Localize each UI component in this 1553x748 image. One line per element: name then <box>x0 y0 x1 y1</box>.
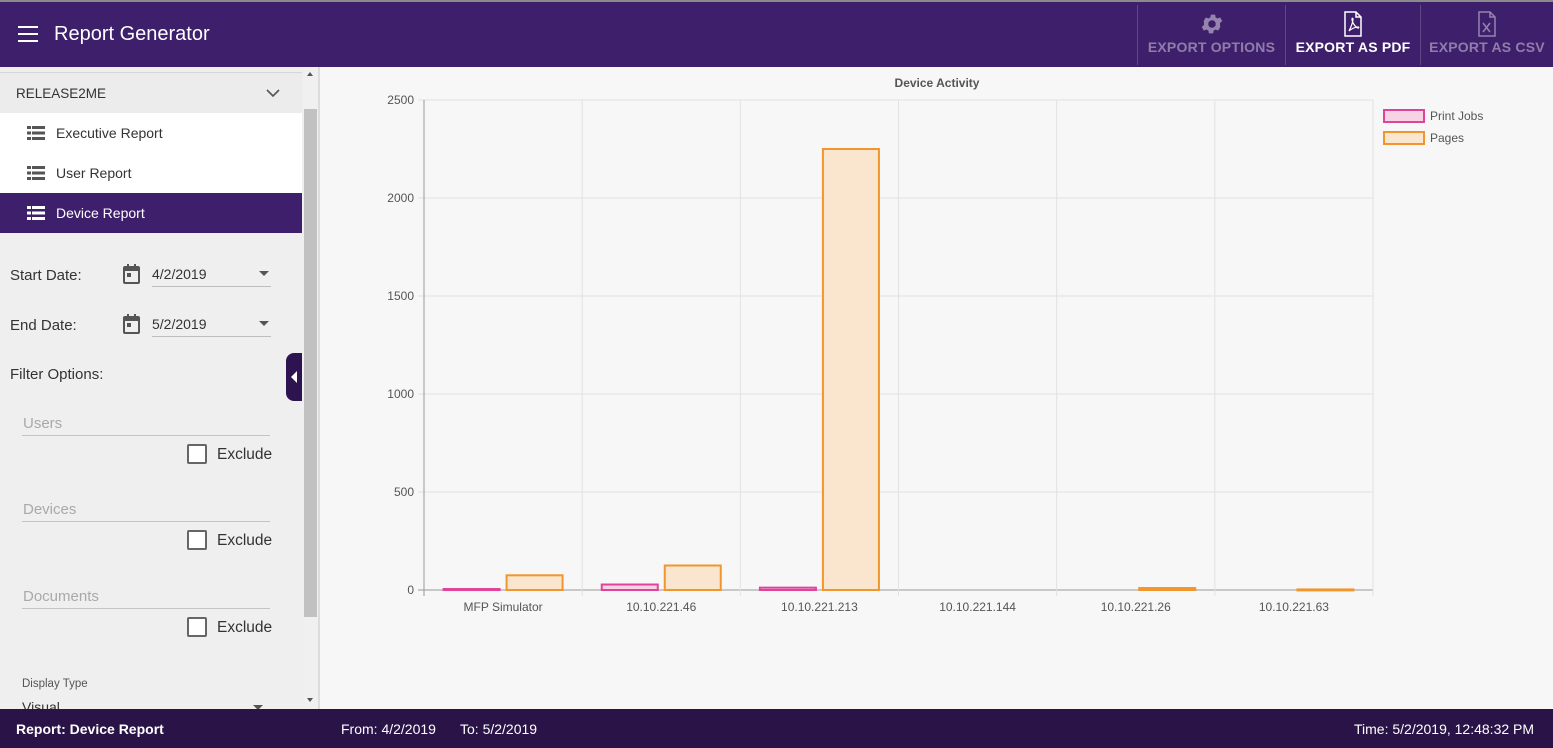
x-tick-label: 10.10.221.46 <box>626 600 696 614</box>
export-csv-label: EXPORT AS CSV <box>1429 39 1545 55</box>
bar-print-jobs <box>442 588 501 592</box>
display-type-select[interactable]: Visual <box>22 699 60 709</box>
legend-label: Print Jobs <box>1430 109 1483 123</box>
devices-exclude-label: Exclude <box>217 532 273 549</box>
users-exclude-checkbox[interactable] <box>187 444 207 464</box>
chart-panel: Device Activity 0 500 1000 1500 2000 2500 MFP … <box>322 67 1553 709</box>
export-pdf-button[interactable]: EXPORT AS PDF <box>1285 5 1420 65</box>
dropdown-arrow-icon <box>259 271 269 276</box>
documents-exclude-checkbox[interactable] <box>187 617 207 637</box>
end-date-value: 5/2/2019 <box>152 316 207 332</box>
scroll-up-icon[interactable] <box>307 72 313 76</box>
y-tick-label: 1000 <box>387 387 414 401</box>
start-date-field[interactable]: 4/2/2019 <box>152 261 271 287</box>
csv-file-icon <box>1478 11 1496 37</box>
sidebar-item-executive-report[interactable]: Executive Report <box>0 113 302 153</box>
export-pdf-label: EXPORT AS PDF <box>1295 39 1411 55</box>
bar-print-jobs <box>758 586 817 592</box>
users-placeholder: Users <box>23 415 63 432</box>
legend-swatch <box>1383 131 1425 145</box>
export-csv-button[interactable]: EXPORT AS CSV <box>1420 5 1553 65</box>
bar-pages <box>505 574 564 591</box>
y-tick-label: 2500 <box>387 93 414 107</box>
x-tick-label: MFP Simulator <box>464 600 543 614</box>
export-options-button[interactable]: EXPORT OPTIONS <box>1137 5 1285 65</box>
end-date-label: End Date: <box>10 317 77 334</box>
list-icon <box>27 126 45 140</box>
filter-options-label: Filter Options: <box>10 366 104 383</box>
sidebar-item-label: Executive Report <box>56 125 163 141</box>
y-tick-label: 500 <box>394 485 414 499</box>
status-bar: Report: Device Report From: 4/2/2019 To:… <box>0 709 1553 748</box>
list-icon <box>27 166 45 180</box>
collapse-sidebar-button[interactable] <box>286 353 302 401</box>
x-tick-label: 10.10.221.213 <box>781 600 858 614</box>
bar-pages <box>1296 588 1355 592</box>
footer-time: Time: 5/2/2019, 12:48:32 PM <box>1354 721 1535 737</box>
y-tick-label: 0 <box>407 583 414 597</box>
chevron-left-icon <box>291 371 297 383</box>
dropdown-arrow-icon <box>259 321 269 326</box>
calendar-icon[interactable] <box>122 264 141 284</box>
start-date-value: 4/2/2019 <box>152 266 207 282</box>
users-filter-input[interactable]: Users <box>22 410 270 436</box>
sidebar-scrollbar[interactable] <box>303 67 318 709</box>
x-tick-label: 10.10.221.63 <box>1259 600 1329 614</box>
chevron-down-icon <box>266 89 280 98</box>
report-group-label: RELEASE2ME <box>16 86 107 101</box>
pdf-file-icon <box>1344 11 1362 37</box>
bar-print-jobs <box>600 583 659 592</box>
menu-icon[interactable] <box>18 26 38 42</box>
scroll-down-icon[interactable] <box>307 698 313 702</box>
calendar-icon[interactable] <box>122 314 141 334</box>
device-activity-chart: Device Activity 0 500 1000 1500 2000 2500 MFP … <box>387 76 1483 614</box>
sidebar: RELEASE2ME Executive Report User Report … <box>0 67 320 709</box>
x-tick-label: 10.10.221.144 <box>939 600 1016 614</box>
sidebar-item-label: User Report <box>56 165 132 181</box>
x-tick-label: 10.10.221.26 <box>1101 600 1171 614</box>
gear-icon <box>1201 14 1222 34</box>
start-date-label: Start Date: <box>10 267 82 284</box>
devices-exclude-checkbox[interactable] <box>187 530 207 550</box>
footer-from-date: From: 4/2/2019 <box>341 721 436 737</box>
app-title: Report Generator <box>54 23 210 45</box>
devices-filter-input[interactable]: Devices <box>22 496 270 522</box>
export-options-label: EXPORT OPTIONS <box>1147 39 1276 55</box>
bar-pages <box>1138 587 1197 591</box>
chart-title: Device Activity <box>895 76 980 90</box>
bar-pages <box>821 148 880 591</box>
report-group-header[interactable]: RELEASE2ME <box>0 72 302 113</box>
legend-label: Pages <box>1430 131 1464 145</box>
documents-placeholder: Documents <box>23 588 99 605</box>
sidebar-item-device-report[interactable]: Device Report <box>0 193 302 233</box>
footer-report: Report: Device Report <box>16 721 164 737</box>
documents-filter-input[interactable]: Documents <box>22 583 270 609</box>
documents-exclude-label: Exclude <box>217 619 273 636</box>
list-icon <box>27 206 45 220</box>
scrollbar-thumb[interactable] <box>304 109 317 617</box>
devices-placeholder: Devices <box>23 501 77 518</box>
end-date-field[interactable]: 5/2/2019 <box>152 311 271 337</box>
y-tick-label: 1500 <box>387 289 414 303</box>
sidebar-item-user-report[interactable]: User Report <box>0 153 302 193</box>
display-type-label: Display Type <box>22 678 88 690</box>
legend-swatch <box>1383 109 1425 123</box>
users-exclude-label: Exclude <box>217 446 273 463</box>
sidebar-item-label: Device Report <box>56 205 145 221</box>
dropdown-arrow-icon <box>253 705 263 709</box>
footer-to-date: To: 5/2/2019 <box>460 721 538 737</box>
y-tick-label: 2000 <box>387 191 414 205</box>
app-header: Report Generator EXPORT OPTIONS EXPORT A… <box>0 0 1553 67</box>
bar-pages <box>663 564 722 591</box>
